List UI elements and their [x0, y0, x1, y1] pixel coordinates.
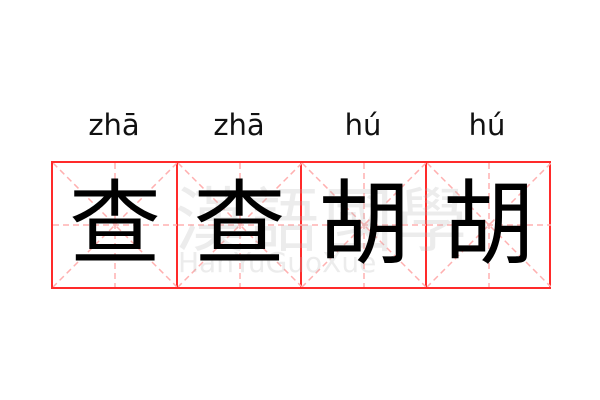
grid-cell: 查	[53, 163, 178, 287]
character: 查	[193, 171, 286, 278]
guide-lines	[302, 163, 426, 287]
guide-lines	[177, 163, 302, 287]
character: 胡	[442, 171, 535, 278]
character: 胡	[317, 171, 410, 278]
guide-lines	[426, 163, 551, 287]
pinyin-2: hú	[344, 108, 382, 142]
grid-cell: 胡	[302, 163, 427, 287]
character: 查	[68, 171, 161, 278]
grid-cell: 查	[177, 163, 302, 287]
pinyin-3: hú	[468, 108, 506, 142]
pinyin-1: zhā	[213, 108, 265, 142]
guide-lines	[53, 163, 177, 287]
pinyin-0: zhā	[88, 108, 140, 142]
character-grid: 查 查 胡 胡	[51, 161, 551, 289]
grid-cell: 胡	[426, 163, 551, 287]
